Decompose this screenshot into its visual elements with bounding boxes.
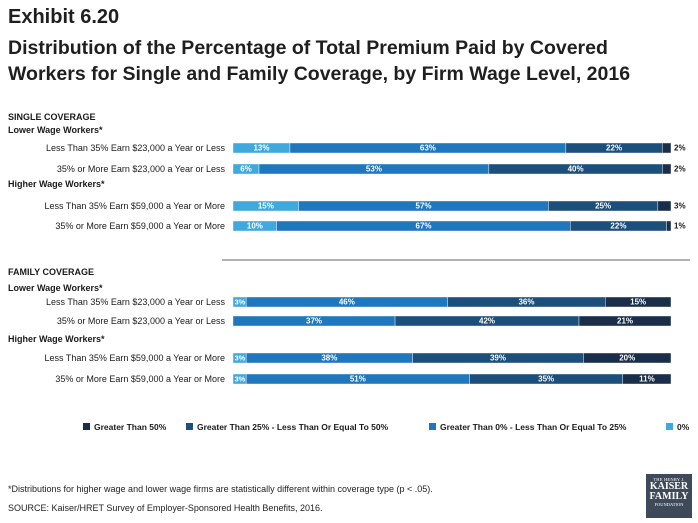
data-label: 2% [674,165,686,174]
data-label: 40% [568,165,584,174]
data-label: 57% [416,202,432,211]
exhibit-number: Exhibit 6.20 [8,6,120,28]
legend-swatch [83,423,90,430]
data-label: 21% [617,317,633,326]
bar-segment [578,315,672,327]
legend-label: Greater Than 50% [94,422,167,432]
data-label: 35% [538,375,554,384]
stacked-bar-chart: SINGLE COVERAGE Lower Wage Workers* Less T… [8,112,690,432]
data-label: 3% [235,298,246,307]
bar-segment [666,220,672,232]
footnote: *Distributions for higher wage and lower… [8,484,433,494]
group-label: Higher Wage Workers* [8,334,105,344]
row-label: 35% or More Earn $23,000 a Year or Less [57,316,226,326]
legend-label: 0% [677,422,690,432]
bar-segment [662,142,672,154]
data-label: 36% [518,298,534,307]
data-label: 1% [674,222,686,231]
data-label: 42% [479,317,495,326]
group-label: Higher Wage Workers* [8,179,105,189]
bar-segment [622,373,672,385]
data-label: 25% [595,202,611,211]
data-label: 53% [366,165,382,174]
bar-segment [605,296,672,308]
group-label: Lower Wage Workers* [8,125,103,135]
data-label: 3% [674,202,686,211]
data-label: 10% [247,222,263,231]
data-label: 2% [674,144,686,153]
source-note: SOURCE: Kaiser/HRET Survey of Employer-S… [8,503,323,513]
legend-swatch [666,423,673,430]
row-label: Less Than 35% Earn $59,000 a Year or Mor… [45,353,225,363]
row-label: Less Than 35% Earn $59,000 a Year or Mor… [45,201,225,211]
group-label: Lower Wage Workers* [8,283,103,293]
row-label: 35% or More Earn $59,000 a Year or More [55,374,225,384]
row-label: 35% or More Earn $23,000 a Year or Less [57,164,226,174]
data-label: 22% [606,144,622,153]
data-label: 63% [420,144,436,153]
data-label: 20% [619,354,635,363]
row-label: Less Than 35% Earn $23,000 a Year or Les… [46,143,225,153]
legend-label: Greater Than 25% - Less Than Or Equal To… [197,422,389,432]
data-label: 11% [639,375,655,384]
row-label: 35% or More Earn $59,000 a Year or More [55,221,225,231]
data-label: 37% [306,317,322,326]
data-label: 15% [258,202,274,211]
data-label: 46% [339,298,355,307]
legend-label: Greater Than 0% - Less Than Or Equal To … [440,422,627,432]
kff-logo: THE HENRY J. KAISER FAMILY FOUNDATION [646,474,692,518]
bar-segment [583,352,672,364]
data-label: 6% [240,165,252,174]
data-label: 15% [630,298,646,307]
data-label: 51% [350,375,366,384]
data-label: 39% [490,354,506,363]
bar-segment [657,200,672,212]
legend-swatch [186,423,193,430]
section-label: FAMILY COVERAGE [8,267,94,277]
data-label: 3% [235,375,246,384]
chart-title: Distribution of the Percentage of Total … [8,37,631,85]
row-label: Less Than 35% Earn $23,000 a Year or Les… [46,297,225,307]
section-label: SINGLE COVERAGE [8,112,96,122]
data-label: 13% [253,144,269,153]
data-label: 22% [610,222,626,231]
data-label: 3% [235,354,246,363]
legend-swatch [429,423,436,430]
data-label: 38% [321,354,337,363]
data-label: 67% [416,222,432,231]
bar-segment [662,163,672,175]
